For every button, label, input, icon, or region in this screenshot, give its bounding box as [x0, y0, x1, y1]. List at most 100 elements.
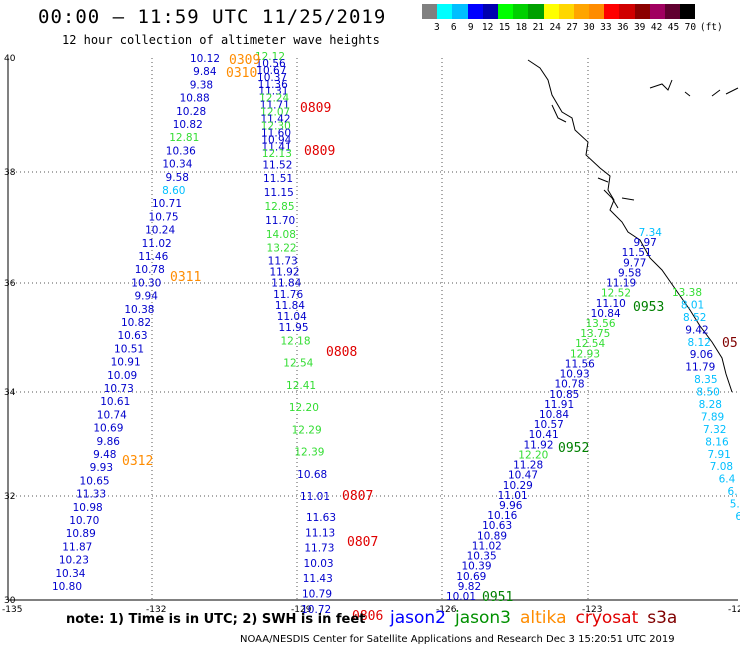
- wave-height-value: 13.38: [672, 287, 702, 299]
- wave-height-value: 9.96: [499, 500, 523, 512]
- wave-height-value: 11.01: [300, 491, 330, 503]
- wave-height-value: 10.68: [297, 469, 327, 481]
- wave-height-value: 11.15: [264, 187, 294, 199]
- wave-height-value: 11.76: [273, 289, 303, 301]
- wave-height-value: 10.36: [166, 145, 196, 157]
- legend-swatch: [482, 4, 498, 19]
- wave-height-value: 11.73: [304, 543, 334, 555]
- wave-height-value: 11.42: [260, 114, 290, 126]
- pass-time-label: 05: [722, 336, 738, 351]
- wave-height-value: 13.75: [580, 328, 610, 340]
- wave-height-value: 10.39: [461, 561, 491, 573]
- wave-height-value: 10.78: [554, 379, 584, 391]
- wave-height-value: 10.69: [456, 571, 486, 583]
- wave-height-value: 10.38: [124, 304, 154, 316]
- wave-height-value: 12.12: [255, 51, 285, 63]
- wave-height-value: 12.54: [283, 358, 313, 370]
- wave-height-value: 8.16: [705, 436, 729, 448]
- lat-tick-label: 32: [4, 492, 15, 502]
- legend-label: 12: [481, 22, 494, 33]
- wave-height-value: 11.19: [606, 278, 636, 290]
- wave-height-value: 10.89: [477, 530, 507, 542]
- bay-coastline: [551, 104, 635, 209]
- wave-height-value: 11.33: [76, 489, 106, 501]
- wave-height-value: 10.67: [256, 65, 286, 77]
- wave-height-value: 11.91: [544, 399, 574, 411]
- wave-height-value: 10.47: [508, 470, 538, 482]
- legend-label: 3: [434, 22, 440, 33]
- wave-height-value: 10.16: [487, 510, 517, 522]
- coastline: [527, 59, 739, 393]
- wave-height-value: 11.73: [268, 255, 298, 267]
- wave-height-value: 10.63: [482, 520, 512, 532]
- wave-height-value: 10.65: [80, 475, 110, 487]
- wave-height-value: 10.82: [121, 317, 151, 329]
- wave-height-value: 10.72: [301, 604, 331, 616]
- page-title: 00:00 – 11:59 UTC 11/25/2019: [38, 6, 387, 28]
- legend-swatch: [589, 4, 605, 19]
- note-text: note: 1) Time is in UTC; 2) SWH is in fe…: [66, 612, 366, 627]
- legend-label: 33: [600, 22, 612, 33]
- wave-height-value: 9.58: [166, 172, 189, 184]
- pass-time-label: 0952: [558, 441, 589, 456]
- wave-height-value: 9.77: [623, 257, 646, 269]
- wave-height-value: 10.57: [534, 419, 564, 431]
- wave-height-value: 10.85: [549, 389, 579, 401]
- inland-lakes: [649, 79, 739, 97]
- wave-height-value: 10.98: [73, 502, 103, 514]
- wave-height-value: 13.22: [267, 243, 297, 255]
- wave-height-value: 8.35: [694, 374, 717, 386]
- wave-height-value: 10.80: [52, 581, 82, 593]
- wave-height-value: 12.24: [259, 93, 289, 105]
- legend-label: 24: [549, 22, 561, 33]
- wave-height-value: 12.93: [570, 348, 600, 360]
- wave-height-value: 11.31: [258, 86, 288, 98]
- wave-height-value: 10.74: [97, 409, 127, 421]
- wave-height-value: 10.89: [66, 528, 96, 540]
- wave-height-value: 7.91: [707, 449, 730, 461]
- wave-height-value: 10.12: [190, 53, 220, 65]
- wave-height-value: 11.10: [596, 298, 626, 310]
- wave-height-value: 10.94: [261, 134, 291, 146]
- satellite-label: cryosat: [575, 608, 639, 628]
- wave-height-value: 11.52: [262, 159, 292, 171]
- wave-height-value: 10.63: [117, 330, 147, 342]
- wave-height-labels: 10.129.849.3810.8810.2810.8212.8110.3610…: [52, 51, 740, 616]
- wave-height-value: 8.52: [683, 312, 706, 324]
- legend-swatch: [649, 4, 665, 19]
- wave-height-value: 10.01: [446, 591, 476, 603]
- satellite-label: jason3: [455, 608, 511, 628]
- wave-height-value: 10.41: [529, 429, 559, 441]
- wave-height-value: 10.28: [176, 106, 206, 118]
- color-legend: [422, 4, 696, 19]
- wave-height-value: 11.51: [622, 247, 652, 259]
- wave-height-value: 9.84: [193, 66, 217, 78]
- wave-height-value: 9.06: [690, 349, 714, 361]
- wave-height-value: 11.36: [258, 79, 288, 91]
- lon-tick-label: -124: [728, 605, 740, 615]
- lat-tick-label: 38: [4, 168, 16, 178]
- satellite-label: jason2: [390, 608, 446, 628]
- wave-height-value: 11.95: [278, 322, 308, 334]
- wave-height-value: 9.42: [685, 324, 708, 336]
- wave-height-value: 11.04: [277, 311, 307, 323]
- wave-height-value: 12.20: [518, 449, 548, 461]
- legend-swatch: [437, 4, 453, 19]
- legend-label: 39: [633, 22, 646, 33]
- wave-height-value: 10.56: [256, 58, 286, 70]
- wave-height-value: 11.71: [260, 100, 290, 112]
- wave-height-value: 12.85: [264, 201, 294, 213]
- wave-height-value: 11.51: [263, 173, 293, 185]
- wave-height-value: 10.82: [173, 119, 203, 131]
- lat-tick-label: 40: [4, 54, 16, 64]
- legend-label: 27: [566, 22, 578, 33]
- wave-height-value: 10.03: [304, 558, 334, 570]
- legend-swatch: [497, 4, 514, 19]
- pass-time-label: 0309: [229, 53, 260, 68]
- wave-height-value: 10.75: [149, 211, 179, 223]
- wave-height-value: 9.82: [458, 581, 481, 593]
- legend-swatch: [634, 4, 650, 19]
- wave-height-value: 11.63: [306, 512, 336, 524]
